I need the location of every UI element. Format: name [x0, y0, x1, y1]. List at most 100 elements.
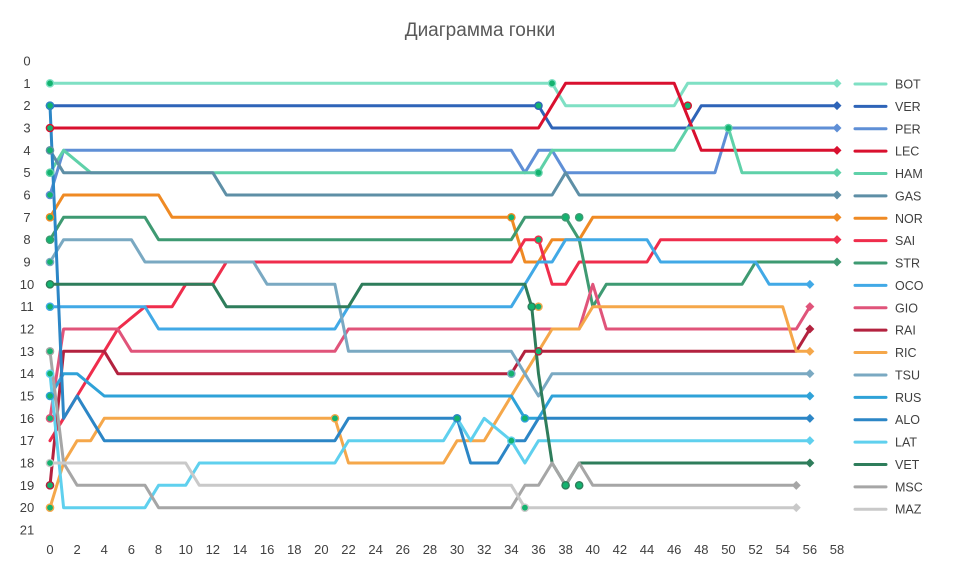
pit-marker-vet	[561, 481, 570, 490]
pit-marker-vet	[574, 481, 584, 490]
x-tick-label: 32	[477, 542, 491, 557]
end-marker-per	[832, 123, 842, 133]
pit-marker-rus	[45, 391, 55, 401]
x-tick-label: 44	[640, 542, 654, 557]
x-tick-label: 24	[368, 542, 382, 557]
x-tick-label: 8	[155, 542, 162, 557]
legend-label-sai: SAI	[895, 234, 915, 248]
pit-marker-oco	[45, 302, 55, 311]
x-tick-label: 36	[531, 542, 545, 557]
series-line-ham	[48, 126, 839, 175]
y-tick-label: 2	[23, 98, 30, 113]
series-line-maz	[48, 461, 798, 510]
end-marker-oco	[805, 279, 815, 289]
pit-marker-bot	[547, 79, 557, 88]
end-marker-rus	[805, 391, 815, 401]
pit-marker-tsu	[507, 369, 516, 378]
x-tick-label: 2	[74, 542, 81, 557]
end-marker-vet	[805, 458, 815, 468]
y-tick-label: 18	[20, 456, 34, 471]
series-line-msc	[48, 349, 798, 510]
pit-marker-str	[574, 213, 584, 222]
end-marker-bot	[832, 78, 842, 88]
pit-marker-ric	[330, 414, 340, 423]
y-tick-label: 4	[23, 143, 30, 158]
series-line-gas	[48, 148, 839, 197]
pit-marker-per	[45, 190, 55, 200]
pit-marker-rai	[534, 347, 543, 356]
y-tick-label: 14	[20, 366, 34, 381]
legend-label-gio: GIO	[895, 301, 918, 315]
legend-label-ric: RIC	[895, 346, 917, 360]
pit-marker-ham	[724, 123, 733, 133]
legend: BOT VER PER LEC HAM GAS NOR SAI STR OCO GIO RAI RIC T…	[853, 78, 924, 517]
end-marker-lec	[832, 145, 842, 155]
pit-marker-lec	[683, 101, 693, 110]
x-tick-label: 28	[423, 542, 437, 557]
series-line-vet	[48, 282, 812, 487]
y-tick-label: 16	[20, 411, 34, 426]
pit-marker-lat	[507, 436, 516, 445]
x-tick-label: 22	[341, 542, 355, 557]
series-line-sai	[48, 238, 839, 443]
pit-marker-str	[561, 213, 570, 222]
end-marker-rai	[805, 324, 815, 334]
x-tick-label: 40	[586, 542, 600, 557]
pit-marker-sai	[534, 235, 543, 244]
y-tick-label: 11	[20, 299, 34, 314]
y-tick-label: 1	[23, 76, 30, 91]
x-tick-label: 30	[450, 542, 464, 557]
legend-label-bot: BOT	[895, 78, 921, 92]
end-marker-gio	[805, 302, 815, 312]
series-line-lec	[48, 81, 839, 152]
end-marker-lat	[805, 436, 815, 446]
x-tick-label: 34	[504, 542, 518, 557]
legend-label-lec: LEC	[895, 145, 919, 159]
legend-label-gas: GAS	[895, 189, 921, 203]
pit-marker-bot	[45, 79, 55, 88]
y-tick-label: 5	[23, 165, 30, 180]
x-tick-label: 52	[748, 542, 762, 557]
y-tick-label: 10	[20, 277, 34, 292]
legend-label-ver: VER	[895, 100, 921, 114]
pit-marker-alo	[452, 414, 462, 423]
y-tick-label: 8	[23, 232, 30, 247]
y-tick-label: 7	[23, 210, 30, 225]
series-line-alo	[48, 104, 812, 465]
end-marker-alo	[805, 413, 815, 423]
x-tick-label: 18	[287, 542, 301, 557]
y-tick-label: 6	[23, 188, 30, 203]
legend-label-nor: NOR	[895, 212, 923, 226]
legend-label-ham: HAM	[895, 167, 923, 181]
y-tick-label: 3	[23, 121, 30, 136]
end-marker-msc	[791, 480, 801, 490]
x-tick-label: 4	[101, 542, 108, 557]
series-line-rus	[48, 372, 812, 420]
series-lines	[48, 81, 839, 510]
x-tick-label: 0	[46, 542, 53, 557]
y-tick-label: 21	[20, 523, 34, 538]
pit-marker-ham	[45, 168, 55, 177]
pit-marker-ric	[45, 503, 55, 512]
legend-label-alo: ALO	[895, 413, 920, 427]
pit-marker-msc	[45, 347, 55, 356]
end-marker-tsu	[805, 369, 815, 379]
pit-marker-rai	[45, 481, 55, 490]
x-tick-label: 12	[206, 542, 220, 557]
legend-label-tsu: TSU	[895, 368, 920, 382]
pit-marker-nor	[45, 213, 55, 222]
legend-label-msc: MSC	[895, 480, 923, 494]
pit-marker-lec	[45, 123, 55, 133]
legend-label-per: PER	[895, 122, 921, 136]
y-tick-label: 12	[20, 322, 34, 337]
end-marker-ver	[832, 101, 842, 111]
x-tick-label: 54	[775, 542, 789, 557]
pit-marker-nor	[507, 213, 516, 222]
series-line-ric	[48, 305, 812, 510]
pit-marker-tsu	[45, 257, 55, 267]
pit-marker-str	[45, 235, 55, 244]
x-tick-label: 38	[558, 542, 572, 557]
series-line-gio	[48, 282, 812, 420]
legend-label-str: STR	[895, 257, 920, 271]
